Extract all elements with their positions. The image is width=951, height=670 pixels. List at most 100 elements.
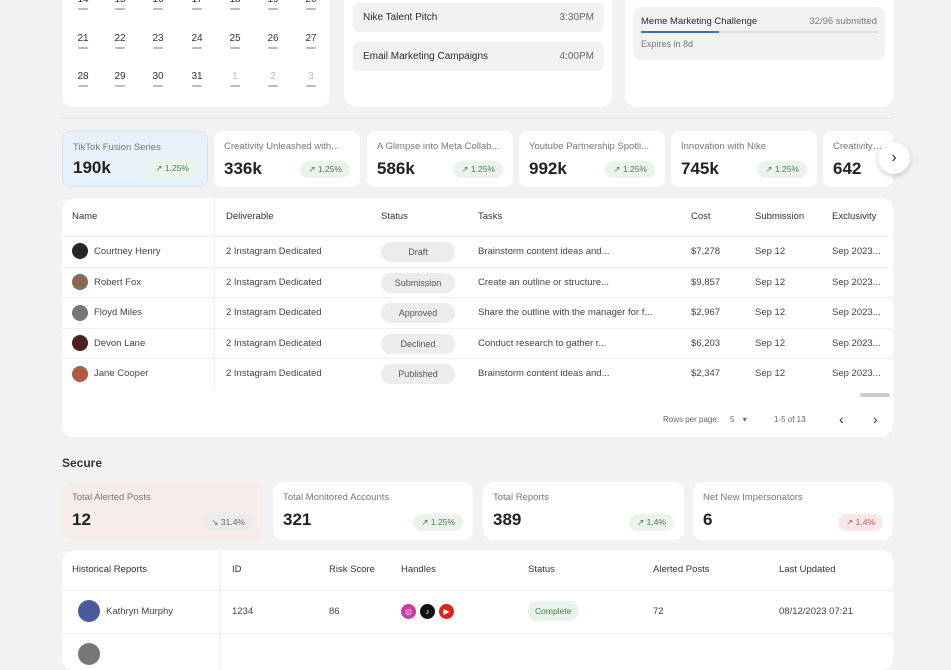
calendar-day[interactable]: 25 [220, 33, 250, 49]
day-number: 1 [232, 71, 238, 82]
historical-reports-table: Historical Reports ID Risk Score Handles Sta… [62, 550, 893, 670]
table-row[interactable] [62, 633, 893, 670]
status-badge: Draft [381, 242, 455, 262]
calendar-day[interactable]: 21 [68, 33, 98, 49]
instagram-icon[interactable]: ◎ [401, 603, 416, 619]
event-indicator [192, 46, 202, 49]
calendar-day[interactable]: 31 [182, 71, 212, 87]
calendar-day[interactable]: 30 [143, 71, 173, 87]
calendar-day[interactable]: 19 [258, 0, 288, 10]
stat-card[interactable]: Net New Impersonators 6 ↗ 1.4% [693, 482, 893, 540]
calendar-day[interactable]: 14 [68, 0, 98, 10]
column-header[interactable]: Status [528, 564, 555, 575]
change-badge: ↗ 1.25% [300, 161, 350, 178]
youtube-icon[interactable]: ▶ [439, 603, 454, 619]
table-row[interactable]: Courtney Henry 2 Instagram Dedicated Dra… [62, 236, 893, 266]
campaign-title: Innovation with Nike [681, 141, 767, 152]
campaign-card[interactable]: TikTok Fusion Series 190k ↗ 1.25% [62, 131, 208, 187]
calendar-day[interactable]: 16 [143, 0, 173, 10]
campaign-card[interactable]: Innovation with Nike 745k ↗ 1.25% [671, 131, 817, 187]
horizontal-scrollbar[interactable] [860, 393, 890, 397]
calendar-card: 141516171819202122232425262728293031123 [62, 0, 330, 107]
event-indicator [153, 8, 163, 10]
event-item[interactable]: Email Marketing Campaigns 4:00PM [353, 42, 604, 71]
calendar-day[interactable]: 18 [220, 0, 250, 10]
column-header[interactable]: Last Updated [779, 564, 836, 575]
event-indicator [153, 85, 163, 87]
calendar-day[interactable]: 29 [105, 71, 135, 87]
event-indicator [268, 85, 278, 87]
column-header[interactable]: Handles [401, 564, 436, 575]
exclusivity: Sep 2023... [832, 246, 881, 257]
column-header[interactable]: Historical Reports [72, 564, 147, 575]
calendar-day[interactable]: 3 [296, 71, 326, 87]
status-badge: Declined [381, 333, 455, 354]
column-header[interactable]: Exclusivity [832, 211, 877, 222]
next-page-button[interactable]: › [873, 411, 878, 427]
column-header[interactable]: Risk Score [329, 564, 375, 575]
campaign-card[interactable]: Youtube Partnership Spotli... 992k ↗ 1.25% [519, 131, 665, 187]
tiktok-icon[interactable]: ♪ [420, 603, 435, 619]
stat-card[interactable]: Total Reports 389 ↗ 1.4% [483, 482, 684, 540]
calendar-day[interactable]: 26 [258, 33, 288, 49]
stat-label: Net New Impersonators [703, 492, 803, 503]
change-badge: ↗ 1.25% [453, 161, 503, 178]
day-number: 30 [152, 71, 164, 82]
name-cell: Courtney Henry [72, 237, 161, 267]
calendar-day[interactable]: 24 [182, 33, 212, 49]
trend-up-icon: ↗ [637, 517, 647, 527]
avatar [72, 243, 88, 260]
column-header[interactable]: Status [381, 211, 408, 222]
calendar-day[interactable]: 2 [258, 71, 288, 87]
calendar-day[interactable]: 28 [68, 71, 98, 87]
calendar-day[interactable]: 17 [182, 0, 212, 10]
table-row[interactable]: Jane Cooper 2 Instagram Dedicated Publis… [62, 358, 893, 388]
campaign-card[interactable]: A Glimpse into Meta Collab... 586k ↗ 1.25% [367, 131, 513, 187]
table-row[interactable]: Floyd Miles 2 Instagram Dedicated Approv… [62, 297, 893, 327]
campaign-card[interactable]: Creativity Unleashed with... 336k ↗ 1.25% [214, 131, 360, 187]
event-indicator [192, 85, 202, 87]
prev-page-button[interactable]: ‹ [839, 411, 844, 427]
column-header[interactable]: Cost [691, 211, 711, 222]
stat-card[interactable]: Total Alerted Posts 12 ↘ 31.4% [62, 482, 263, 540]
column-header[interactable]: Tasks [478, 211, 503, 222]
column-header[interactable]: Name [72, 211, 98, 222]
day-number: 31 [191, 71, 203, 82]
stat-value: 6 [703, 510, 713, 529]
calendar-day[interactable]: 1 [220, 71, 250, 87]
stat-card[interactable]: Total Monitored Accounts 321 ↗ 1.25% [273, 482, 473, 540]
change-badge: ↗ 1.25% [147, 160, 197, 177]
events-card: Nike Talent Pitch 3:30PM Email Marketing … [344, 0, 612, 107]
deliverable: 2 Instagram Dedicated [226, 337, 322, 349]
change-value: 1.25% [774, 164, 799, 174]
table-row[interactable]: Kathryn Murphy 1234 86 ◎ ♪ ▶ Complete 72 0… [62, 590, 893, 632]
campaign-value: 586k [377, 159, 415, 178]
table-row[interactable]: Devon Lane 2 Instagram Dedicated Decline… [62, 327, 893, 358]
event-indicator [306, 8, 316, 10]
challenge-item[interactable]: Meme Marketing Challenge 32/96 submitted… [633, 7, 885, 60]
change-value: 1.25% [317, 164, 342, 174]
rows-per-page-select[interactable]: 5 ▾ [730, 415, 747, 424]
column-header[interactable]: Submission [755, 211, 805, 222]
calendar-day[interactable]: 27 [296, 33, 326, 49]
submission: Sep 12 [755, 337, 786, 349]
column-header[interactable]: Alerted Posts [653, 564, 710, 575]
chevron-right-icon: › [891, 149, 897, 166]
calendar-day[interactable]: 15 [105, 0, 135, 10]
event-item[interactable]: Nike Talent Pitch 3:30PM [353, 3, 604, 32]
event-indicator [115, 85, 125, 87]
calendar-day[interactable]: 20 [296, 0, 326, 10]
table-row[interactable]: Robert Fox 2 Instagram Dedicated Submiss… [62, 266, 893, 297]
change-badge: ↗ 1.25% [413, 514, 463, 531]
name: Robert Fox [94, 276, 141, 288]
calendar-day[interactable]: 23 [143, 33, 173, 49]
column-header[interactable]: Deliverable [226, 211, 274, 222]
column-header[interactable]: ID [232, 564, 242, 575]
campaign-value: 745k [681, 159, 719, 178]
task: Share the outline with the manager for f… [478, 307, 653, 319]
cost: $9,857 [691, 276, 721, 288]
event-indicator [78, 46, 88, 49]
status-badge: Submission [381, 272, 455, 293]
calendar-day[interactable]: 22 [105, 33, 135, 49]
carousel-next-button[interactable]: › [878, 142, 910, 174]
